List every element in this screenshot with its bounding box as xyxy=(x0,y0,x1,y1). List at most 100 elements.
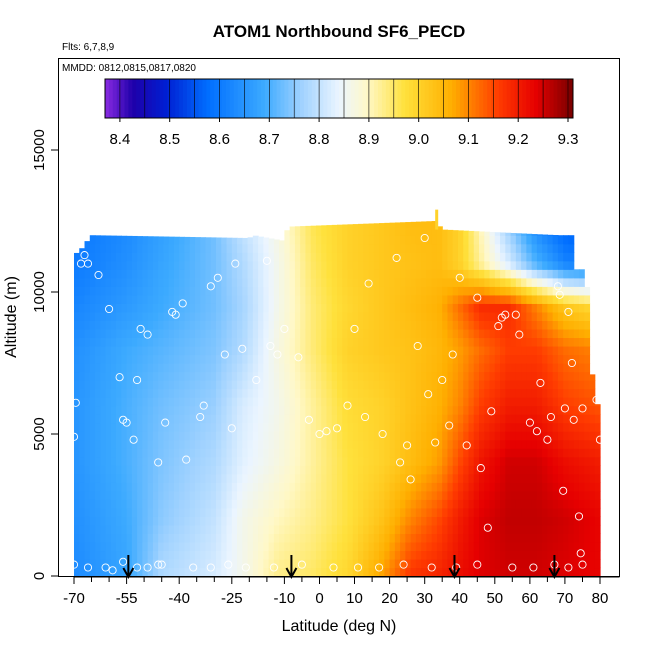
heat-cell xyxy=(95,422,101,432)
heat-cell xyxy=(284,473,291,483)
heat-cell xyxy=(426,320,433,330)
heat-cell xyxy=(268,414,275,424)
heat-cell xyxy=(447,371,454,381)
heat-cell xyxy=(373,371,380,381)
heat-cell xyxy=(121,533,128,543)
heat-cell xyxy=(363,533,370,543)
heat-cell xyxy=(568,567,575,577)
heat-cell xyxy=(384,277,391,287)
heat-cell xyxy=(489,260,496,270)
heat-cell xyxy=(584,388,591,398)
heat-cell xyxy=(210,380,217,390)
heat-cell xyxy=(337,303,343,313)
heat-cell xyxy=(231,320,238,330)
heat-cell xyxy=(221,473,228,483)
heat-cell xyxy=(258,558,264,569)
heat-cell xyxy=(152,328,159,339)
heat-cell xyxy=(584,431,591,441)
heat-cell xyxy=(279,533,285,543)
heat-cell xyxy=(163,473,170,483)
heat-cell xyxy=(463,516,470,526)
heat-cell xyxy=(100,473,107,483)
heat-cell xyxy=(242,294,249,304)
heat-cell xyxy=(279,456,285,466)
heat-cell xyxy=(116,473,122,483)
heat-cell xyxy=(116,465,122,475)
heat-cell xyxy=(321,473,328,483)
heat-cell xyxy=(379,541,385,552)
colorbar-segment xyxy=(105,79,110,118)
heat-cell xyxy=(331,235,338,245)
heat-cell xyxy=(452,524,459,534)
heat-cell xyxy=(431,422,438,432)
heat-cell xyxy=(200,405,207,415)
heat-cell xyxy=(484,363,491,373)
heat-cell xyxy=(242,516,249,526)
heat-cell xyxy=(194,473,201,483)
heat-cell xyxy=(358,465,364,475)
heat-cell xyxy=(568,456,575,466)
heat-cell xyxy=(379,380,385,390)
heat-cell xyxy=(426,397,433,407)
heat-cell xyxy=(205,490,212,500)
heat-cell xyxy=(84,490,91,500)
heat-cell xyxy=(468,397,475,407)
heat-cell xyxy=(536,260,543,270)
heat-cell xyxy=(468,388,475,398)
heat-cell xyxy=(384,456,391,466)
heat-cell xyxy=(131,465,138,475)
heat-cell xyxy=(221,252,228,262)
heat-cell xyxy=(189,414,196,424)
heat-cell xyxy=(200,516,207,526)
heat-cell xyxy=(173,260,180,270)
heat-cell xyxy=(536,328,543,339)
heat-cell xyxy=(147,320,154,330)
heat-cell xyxy=(500,507,506,517)
heat-cell xyxy=(252,550,259,560)
heat-cell xyxy=(226,490,233,500)
heat-cell xyxy=(379,311,385,321)
heat-cell xyxy=(463,311,470,321)
heat-cell xyxy=(442,490,449,500)
heat-cell xyxy=(310,465,317,475)
heat-cell xyxy=(305,225,312,228)
heat-cell xyxy=(279,490,285,500)
heat-cell xyxy=(100,363,107,373)
observation-point xyxy=(403,441,412,450)
heat-cell xyxy=(436,277,443,287)
heat-cell xyxy=(231,397,238,407)
heat-cell xyxy=(515,490,522,500)
heat-cell xyxy=(452,431,459,441)
heat-cell xyxy=(547,277,554,287)
heat-cell xyxy=(394,414,401,424)
heat-cell xyxy=(147,345,154,356)
heat-cell xyxy=(515,286,522,296)
heat-cell xyxy=(521,473,527,483)
heat-cell xyxy=(526,252,533,262)
heat-cell xyxy=(368,482,375,492)
heat-cell xyxy=(447,345,454,356)
heat-cell xyxy=(342,269,349,279)
heat-cell xyxy=(536,456,543,466)
heat-cell xyxy=(105,345,112,356)
heat-cell xyxy=(126,550,133,560)
heat-cell xyxy=(179,422,186,432)
heat-cell xyxy=(221,482,228,492)
heat-cell xyxy=(457,320,464,330)
heat-cell xyxy=(163,397,170,407)
heat-cell xyxy=(84,241,91,245)
observation-point xyxy=(424,390,433,399)
heat-cell xyxy=(463,243,470,253)
heat-cell xyxy=(573,558,580,569)
heat-cell xyxy=(400,490,406,500)
heat-cell xyxy=(505,337,512,347)
heat-cell xyxy=(500,337,506,347)
heat-cell xyxy=(479,456,485,466)
heat-cell xyxy=(363,277,370,287)
heat-cell xyxy=(331,541,338,552)
heat-cell xyxy=(326,456,333,466)
heat-cell xyxy=(463,354,470,364)
heat-cell xyxy=(505,232,512,236)
heat-cell xyxy=(521,286,527,296)
heat-cell xyxy=(289,431,296,441)
